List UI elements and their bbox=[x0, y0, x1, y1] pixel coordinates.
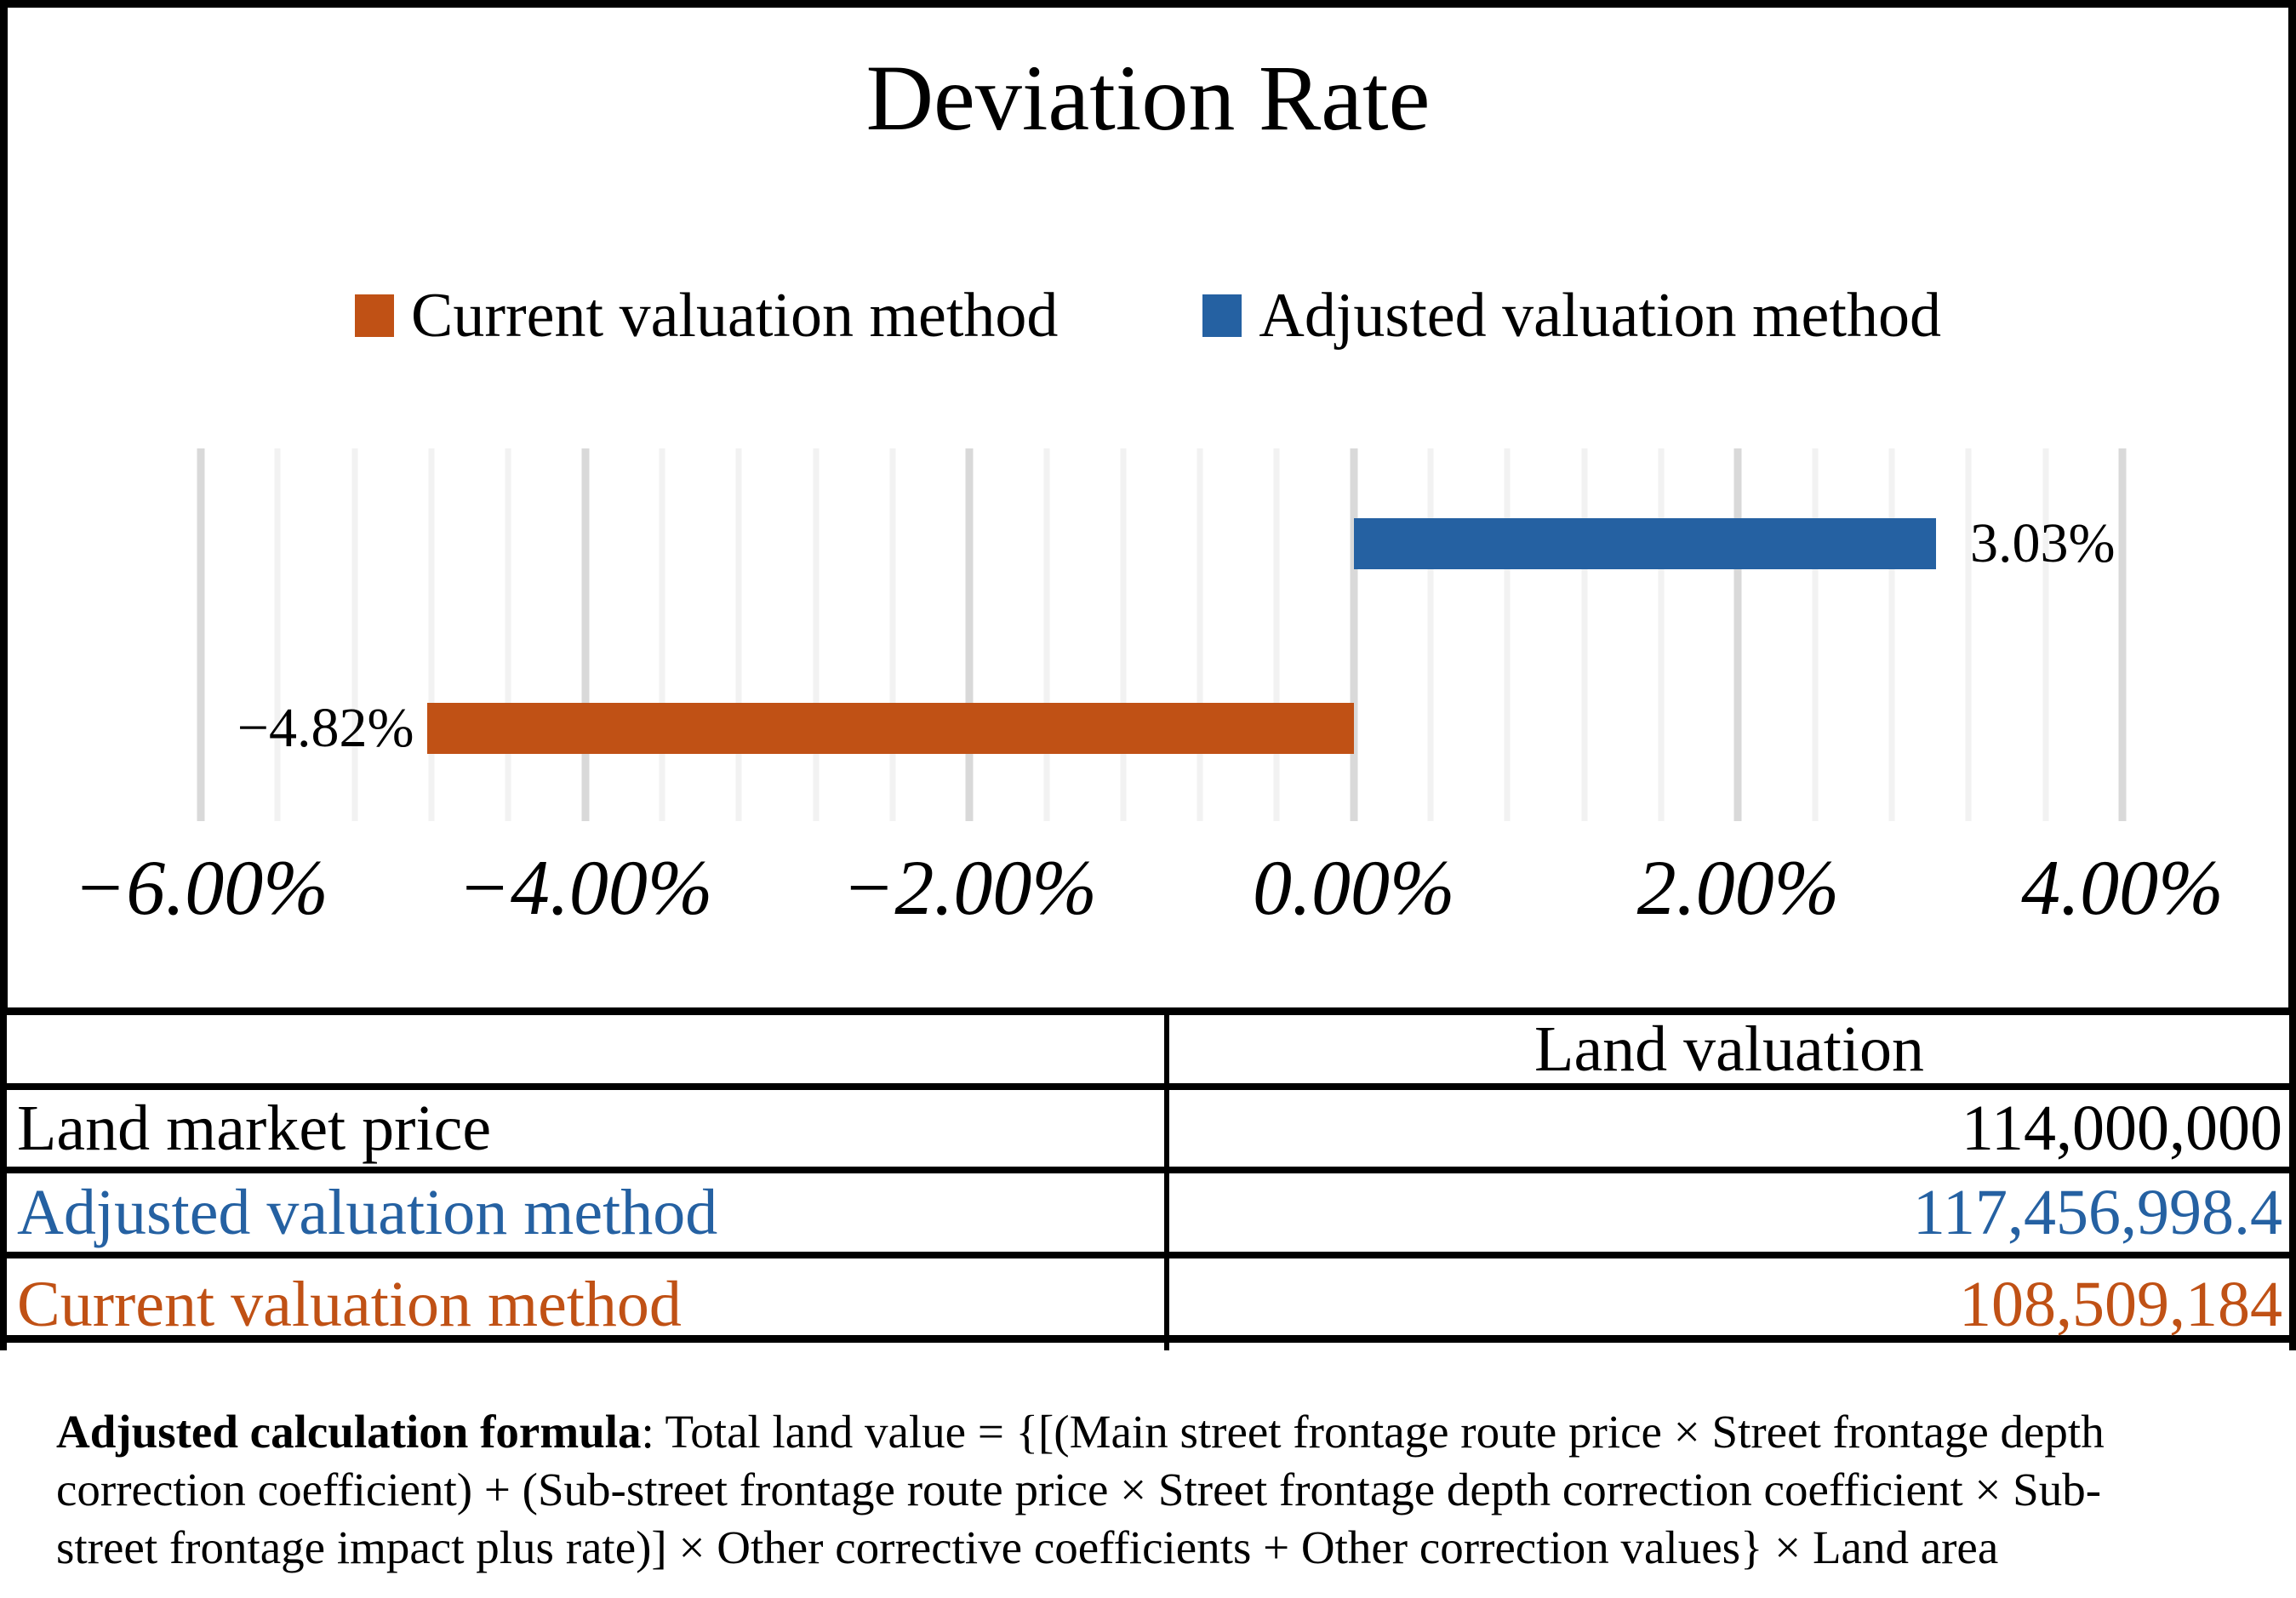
table-value-adjusted-valuation-method: 117,456,998.4 bbox=[1164, 1173, 2296, 1258]
x-tick-label: −2.00% bbox=[842, 844, 1098, 931]
minor-gridline bbox=[2042, 448, 2049, 821]
minor-gridline bbox=[351, 448, 358, 821]
table-header-land-valuation: Land valuation bbox=[1164, 1015, 2296, 1090]
table-header-empty-cell bbox=[0, 1015, 1164, 1090]
formula-bold-lead: Adjusted calculation formula bbox=[56, 1406, 642, 1458]
adjusted-calculation-formula-note: Adjusted calculation formula: Total land… bbox=[56, 1403, 2184, 1578]
minor-gridline bbox=[1581, 448, 1588, 821]
data-label-current-valuation-method: −4.82% bbox=[237, 697, 414, 759]
minor-gridline bbox=[274, 448, 281, 821]
data-label-adjusted-valuation-method: 3.03% bbox=[1969, 512, 2116, 574]
table-value-land-market-price: 114,000,000 bbox=[1164, 1090, 2296, 1173]
major-gridline bbox=[1733, 448, 1742, 821]
minor-gridline bbox=[889, 448, 896, 821]
minor-gridline bbox=[1658, 448, 1665, 821]
plot-area: −4.82% 3.03% bbox=[197, 448, 2127, 821]
minor-gridline bbox=[1812, 448, 1819, 821]
x-tick-label: 0.00% bbox=[1252, 844, 1455, 931]
minor-gridline bbox=[1120, 448, 1127, 821]
valuation-table: Land valuation Land market price 114,000… bbox=[0, 1007, 2296, 1350]
x-tick-label: 2.00% bbox=[1636, 844, 1840, 931]
major-gridline bbox=[581, 448, 590, 821]
chart-title: Deviation Rate bbox=[865, 46, 1431, 150]
x-tick-label: −6.00% bbox=[73, 844, 328, 931]
row-value: 114,000,000 bbox=[1961, 1092, 2282, 1164]
chart-legend: Current valuation method Adjusted valuat… bbox=[8, 284, 2288, 347]
legend-label: Current valuation method bbox=[411, 281, 1059, 351]
legend-label: Adjusted valuation method bbox=[1259, 281, 1941, 351]
legend-swatch-orange bbox=[355, 294, 395, 337]
bar-current-valuation-method bbox=[427, 703, 1354, 754]
table-row-label-current-valuation-method: Current valuation method bbox=[0, 1258, 1164, 1350]
minor-gridline bbox=[813, 448, 820, 821]
table-value-current-valuation-method: 108,509,184 bbox=[1164, 1258, 2296, 1350]
row-label: Current valuation method bbox=[17, 1268, 682, 1340]
minor-gridline bbox=[1965, 448, 1972, 821]
x-tick-label: −4.00% bbox=[457, 844, 713, 931]
minor-gridline bbox=[1197, 448, 1203, 821]
x-axis: −6.00% −4.00% −2.00% 0.00% 2.00% 4.00% bbox=[8, 843, 2296, 945]
x-tick-label: 4.00% bbox=[2021, 844, 2224, 931]
minor-gridline bbox=[1043, 448, 1050, 821]
minor-gridline bbox=[1504, 448, 1511, 821]
major-gridline bbox=[2118, 448, 2127, 821]
minor-gridline bbox=[1888, 448, 1895, 821]
table-row-label-land-market-price: Land market price bbox=[0, 1090, 1164, 1173]
major-gridline bbox=[1350, 448, 1358, 821]
legend-item-adjusted-valuation-method: Adjusted valuation method bbox=[1202, 284, 1941, 347]
minor-gridline bbox=[505, 448, 511, 821]
row-value: 108,509,184 bbox=[1959, 1268, 2282, 1340]
legend-item-current-valuation-method: Current valuation method bbox=[355, 284, 1058, 347]
legend-swatch-blue bbox=[1202, 294, 1242, 337]
deviation-rate-chart: Deviation Rate Current valuation method … bbox=[0, 0, 2296, 1007]
row-value: 117,456,998.4 bbox=[1912, 1176, 2282, 1248]
row-label: Adjusted valuation method bbox=[17, 1176, 718, 1248]
minor-gridline bbox=[659, 448, 665, 821]
minor-gridline bbox=[1273, 448, 1280, 821]
minor-gridline bbox=[1427, 448, 1434, 821]
minor-gridline bbox=[735, 448, 742, 821]
bar-adjusted-valuation-method bbox=[1353, 518, 1936, 569]
formula-body: : Total land value = {[(Main street fron… bbox=[56, 1406, 2105, 1574]
row-label: Land market price bbox=[17, 1092, 492, 1164]
major-gridline bbox=[197, 448, 205, 821]
header-label: Land valuation bbox=[1534, 1015, 1924, 1085]
minor-gridline bbox=[428, 448, 435, 821]
table-row-label-adjusted-valuation-method: Adjusted valuation method bbox=[0, 1173, 1164, 1258]
major-gridline bbox=[965, 448, 974, 821]
